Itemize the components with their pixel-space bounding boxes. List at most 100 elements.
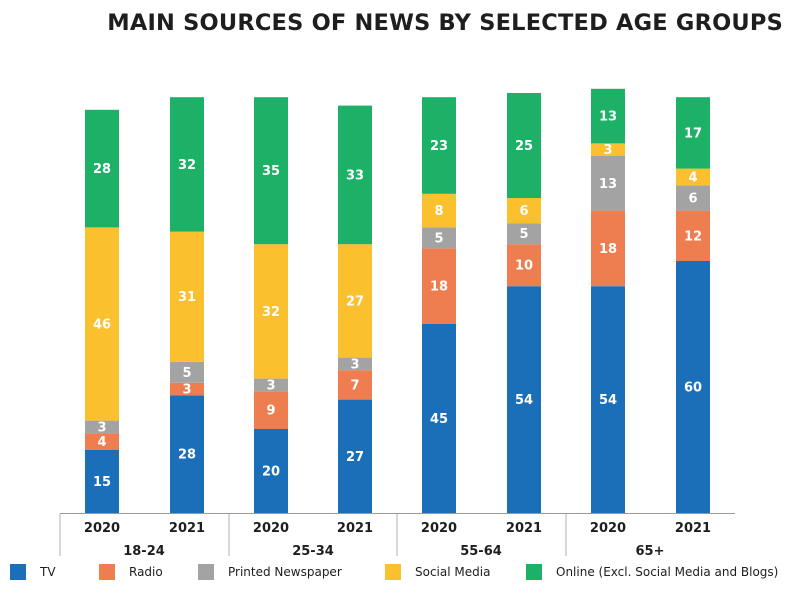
x-tick-label: 2021 [169, 521, 205, 536]
x-tick-label: 2021 [506, 521, 542, 536]
data-label: 3 [603, 143, 612, 158]
data-label: 6 [519, 204, 528, 219]
data-label: 17 [684, 126, 702, 141]
data-label: 4 [97, 435, 106, 450]
bar-segment-radio [85, 433, 119, 450]
stacked-bar-chart: 1543462820202835313220212093323520202773… [59, 88, 735, 559]
bar-segment-printed-newspaper [676, 185, 710, 211]
data-label: 7 [350, 378, 359, 393]
bar-segment-printed-newspaper [85, 420, 119, 434]
bar-segment-online-excl-social-media-and-blogs [591, 88, 625, 144]
legend-swatch [99, 564, 115, 580]
bar-segment-tv [338, 399, 372, 513]
bar-segment-radio [338, 370, 372, 400]
data-label: 60 [684, 381, 702, 396]
bar-segment-online-excl-social-media-and-blogs [170, 97, 204, 232]
data-label: 3 [266, 378, 275, 393]
legend-swatch [198, 564, 214, 580]
bar-segment-printed-newspaper [507, 223, 541, 245]
data-label: 5 [182, 366, 191, 381]
bar-segment-printed-newspaper [338, 357, 372, 371]
bar-segment-online-excl-social-media-and-blogs [507, 93, 541, 198]
x-tick-label: 2020 [253, 521, 289, 536]
bar-segment-printed-newspaper [170, 361, 204, 383]
data-label: 9 [266, 404, 275, 419]
bar-segment-social-media [507, 198, 541, 224]
bar-segment-social-media [254, 244, 288, 379]
bar-segment-tv [170, 395, 204, 513]
legend-swatch [385, 564, 401, 580]
legend-item: Social Media [385, 564, 490, 580]
group-label: 65+ [636, 544, 665, 559]
data-label: 46 [93, 318, 111, 333]
bar-segment-printed-newspaper [254, 378, 288, 392]
group-label: 25-34 [292, 544, 334, 559]
data-label: 33 [346, 168, 364, 183]
bar-segment-social-media [85, 227, 119, 421]
bar-segment-tv [507, 286, 541, 513]
bar-segment-radio [591, 210, 625, 287]
legend-swatch [526, 564, 542, 580]
data-label: 25 [515, 139, 533, 154]
legend-label: Social Media [415, 565, 491, 579]
bar-segment-tv [676, 261, 710, 513]
data-label: 6 [688, 192, 697, 207]
bar-segment-tv [422, 324, 456, 513]
bar-segment-radio [254, 391, 288, 429]
data-label: 32 [178, 158, 196, 173]
data-label: 54 [599, 393, 617, 408]
bar-segment-online-excl-social-media-and-blogs [254, 97, 288, 245]
bar-segment-social-media [170, 231, 204, 362]
bar-segment-social-media [591, 143, 625, 156]
bar-segment-radio [676, 210, 710, 261]
bar-segment-radio [170, 382, 204, 396]
data-label: 12 [684, 229, 702, 244]
bar-segment-online-excl-social-media-and-blogs [422, 97, 456, 194]
data-label: 13 [599, 110, 617, 125]
legend-item: Printed Newspaper [198, 564, 342, 580]
data-label: 45 [430, 412, 448, 427]
bar-segment-tv [591, 286, 625, 513]
legend-label: Online (Excl. Social Media and Blogs) [556, 565, 779, 579]
data-label: 3 [182, 383, 191, 398]
x-tick-label: 2021 [337, 521, 373, 536]
bar-segment-radio [507, 244, 541, 287]
data-label: 5 [434, 231, 443, 246]
data-label: 54 [515, 393, 533, 408]
x-tick-label: 2020 [590, 521, 626, 536]
bar-segment-online-excl-social-media-and-blogs [676, 97, 710, 169]
data-label: 13 [599, 177, 617, 192]
data-label: 3 [97, 420, 106, 435]
data-label: 15 [93, 475, 111, 490]
bar-segment-tv [254, 429, 288, 513]
bar-segment-social-media [422, 193, 456, 228]
legend-label: TV [40, 565, 56, 579]
legend-label: Printed Newspaper [228, 565, 342, 579]
data-label: 3 [350, 357, 359, 372]
bar-segment-online-excl-social-media-and-blogs [85, 109, 119, 228]
bar-segment-social-media [676, 168, 710, 186]
data-label: 20 [262, 465, 280, 480]
bar-segment-tv [85, 450, 119, 513]
data-label: 28 [93, 162, 111, 177]
data-label: 27 [346, 294, 364, 309]
data-label: 35 [262, 164, 280, 179]
data-label: 8 [434, 204, 443, 219]
chart-title: MAIN SOURCES OF NEWS BY SELECTED AGE GRO… [107, 10, 783, 36]
data-label: 32 [262, 305, 280, 320]
legend-item: TV [10, 564, 56, 580]
data-label: 27 [346, 450, 364, 465]
data-label: 10 [515, 259, 533, 274]
legend-item: Online (Excl. Social Media and Blogs) [526, 564, 778, 580]
data-label: 18 [430, 280, 448, 295]
bar-segment-radio [422, 248, 456, 324]
data-label: 28 [178, 448, 196, 463]
bar-segment-printed-newspaper [591, 156, 625, 211]
legend-label: Radio [129, 565, 163, 579]
data-label: 18 [599, 242, 617, 257]
data-label: 31 [178, 290, 196, 305]
x-tick-label: 2020 [421, 521, 457, 536]
legend-swatch [10, 564, 26, 580]
bar-segment-online-excl-social-media-and-blogs [338, 105, 372, 245]
bar-segment-printed-newspaper [422, 227, 456, 249]
